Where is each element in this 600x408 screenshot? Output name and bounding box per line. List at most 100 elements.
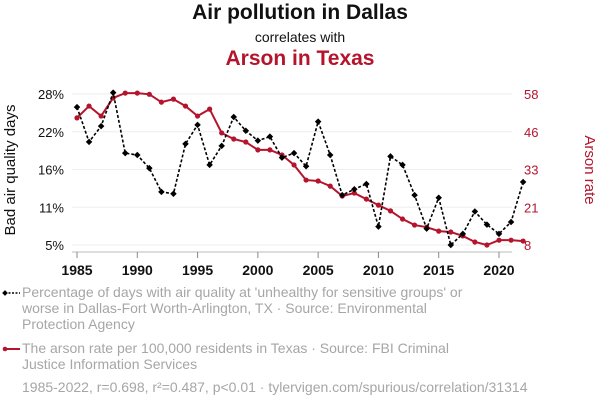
data-point-air-quality <box>459 230 467 238</box>
data-point-air-quality <box>242 127 250 135</box>
data-point-arson <box>387 208 394 214</box>
data-point-air-quality <box>230 113 237 121</box>
x-tick-label: 1990 <box>122 262 153 278</box>
data-point-air-quality <box>194 121 201 129</box>
chart-title: Air pollution in Dallas <box>192 1 408 24</box>
x-tick-label: 2005 <box>303 262 334 278</box>
y-tick-label-left: 11% <box>39 200 64 215</box>
chart-title-secondary: Arson in Texas <box>225 47 375 70</box>
data-point-air-quality <box>121 149 129 157</box>
data-point-air-quality <box>218 142 225 150</box>
y-axis-label-left: Bad air quality days <box>2 105 19 236</box>
data-point-arson <box>375 202 382 208</box>
data-point-arson <box>86 103 92 109</box>
data-point-air-quality <box>170 190 177 198</box>
y-tick-label-right: 33 <box>524 163 538 178</box>
y-tick-label-left: 28% <box>38 87 64 102</box>
data-point-air-quality <box>326 151 334 159</box>
data-point-arson <box>520 238 526 244</box>
legend-item-arson: The arson rate per 100,000 residents in … <box>2 340 492 372</box>
data-point-air-quality <box>290 149 298 157</box>
data-point-arson <box>399 216 406 222</box>
data-point-arson <box>170 96 177 102</box>
series-line-air-quality <box>76 89 524 247</box>
data-point-air-quality <box>182 140 189 148</box>
y-tick-label-left: 16% <box>38 163 64 178</box>
data-point-arson <box>436 228 442 234</box>
data-point-arson <box>303 177 309 183</box>
data-point-arson <box>315 178 321 184</box>
data-point-air-quality <box>471 208 479 215</box>
data-point-air-quality <box>134 151 141 159</box>
data-point-arson <box>98 113 104 119</box>
data-point-air-quality <box>423 225 430 232</box>
data-point-arson <box>182 103 189 109</box>
y-tick-label-left: 5% <box>45 238 64 253</box>
gridlines <box>72 93 512 246</box>
data-point-air-quality <box>158 188 165 196</box>
data-point-air-quality <box>363 180 370 188</box>
data-point-arson <box>472 239 478 245</box>
data-point-arson <box>207 106 213 112</box>
legend-swatch-solid-circle <box>2 346 20 352</box>
y-tick-label-right: 21 <box>524 200 538 215</box>
data-point-air-quality <box>519 178 527 186</box>
data-point-air-quality <box>302 162 310 170</box>
data-point-air-quality <box>314 118 322 125</box>
data-point-arson <box>255 147 261 153</box>
data-point-air-quality <box>411 191 418 199</box>
legend-label-arson: The arson rate per 100,000 residents in … <box>22 340 449 372</box>
y-tick-label-right: 46 <box>524 125 538 140</box>
data-point-air-quality <box>399 161 406 169</box>
data-point-arson <box>243 139 249 145</box>
data-point-arson <box>496 237 502 243</box>
data-point-air-quality <box>206 161 213 169</box>
data-point-arson <box>291 162 297 168</box>
data-point-air-quality <box>375 223 382 230</box>
data-point-arson <box>484 242 490 248</box>
data-point-arson <box>134 90 140 96</box>
data-point-air-quality <box>351 185 358 193</box>
x-tick-label: 1995 <box>182 262 213 278</box>
x-tick-label: 2020 <box>483 262 514 278</box>
y-tick-label-left: 22% <box>38 125 64 140</box>
legend-swatch-dashed-diamond <box>2 290 20 296</box>
y-axis-label-right: Arson rate <box>581 135 598 204</box>
data-point-air-quality <box>85 138 93 146</box>
data-point-arson <box>412 222 418 228</box>
footer-stats: 1985-2022, r=0.698, r²=0.487, p<0.01 · t… <box>22 379 528 395</box>
data-point-air-quality <box>109 89 117 96</box>
data-point-air-quality <box>387 153 394 160</box>
data-point-arson <box>146 91 152 97</box>
x-tick-label: 1985 <box>61 262 92 278</box>
axes: 28% 22% 16% 11% 5% 58 46 33 21 8 1985 1990 1995 2000 2… <box>38 87 539 278</box>
x-tick-label: 2015 <box>423 262 454 278</box>
data-point-arson <box>231 136 237 142</box>
series-arson <box>74 90 526 248</box>
x-tick-label: 2010 <box>363 262 394 278</box>
data-point-air-quality <box>339 191 346 199</box>
legend-item-air-quality: Percentage of days with air quality at '… <box>2 284 492 332</box>
data-point-arson <box>267 147 273 153</box>
data-point-arson <box>219 130 225 136</box>
data-point-air-quality <box>495 230 503 238</box>
chart-subtitle: correlates with <box>254 29 346 45</box>
data-point-air-quality <box>483 221 491 228</box>
data-point-air-quality <box>97 122 105 130</box>
series-air-quality <box>73 89 527 249</box>
data-point-arson <box>351 190 357 196</box>
data-point-arson <box>363 196 369 202</box>
data-point-arson <box>508 237 514 243</box>
y-tick-label-right: 58 <box>524 87 538 102</box>
data-point-air-quality <box>278 154 286 161</box>
legend-label-air-quality: Percentage of days with air quality at '… <box>22 284 463 332</box>
data-point-air-quality <box>435 194 442 201</box>
data-point-arson <box>158 99 164 105</box>
data-point-air-quality <box>266 133 274 140</box>
data-point-air-quality <box>507 218 515 226</box>
data-point-air-quality <box>447 241 455 249</box>
data-point-arson <box>74 115 80 121</box>
x-tick-label: 2000 <box>242 262 273 278</box>
data-point-air-quality <box>146 164 153 172</box>
